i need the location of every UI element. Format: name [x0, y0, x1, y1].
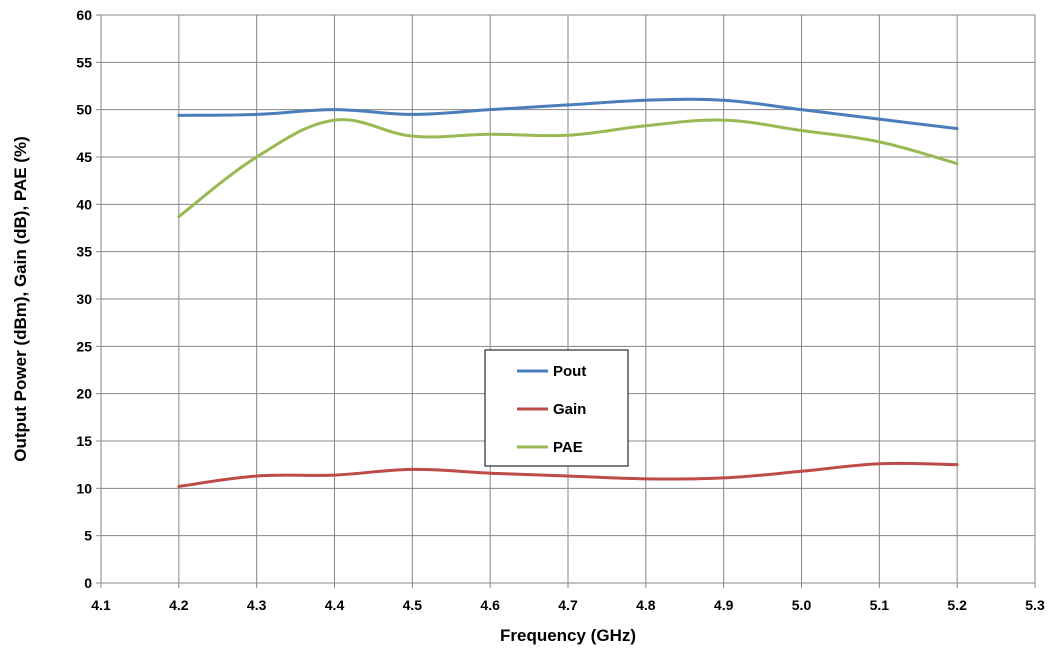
axes — [96, 14, 1036, 588]
y-axis-title: Output Power (dBm), Gain (dB), PAE (%) — [11, 136, 30, 462]
y-tick-label: 10 — [76, 480, 92, 496]
y-tick-label: 55 — [76, 54, 92, 70]
x-axis-title: Frequency (GHz) — [500, 626, 636, 645]
x-tick-label: 4.5 — [403, 597, 423, 613]
series-line-pout — [177, 97, 959, 131]
x-tick-label: 4.4 — [325, 597, 345, 613]
x-tick-label: 4.6 — [480, 597, 500, 613]
y-tick-label: 0 — [84, 575, 92, 591]
legend-label-pae: PAE — [553, 439, 583, 456]
series-layer — [177, 97, 959, 488]
x-tick-labels: 4.1 4.2 4.3 4.4 4.5 4.6 4.7 4.8 4.9 5.0 5.1 5.2 5.3 — [91, 597, 1045, 613]
x-tick-label: 5.1 — [870, 597, 890, 613]
y-tick-label: 15 — [76, 433, 92, 449]
y-tick-label: 30 — [76, 291, 92, 307]
y-tick-label: 35 — [76, 244, 92, 260]
x-tick-label: 4.1 — [91, 597, 111, 613]
x-tick-label: 5.0 — [792, 597, 812, 613]
legend-label-gain: Gain — [553, 401, 586, 418]
series-line-gain — [177, 461, 959, 488]
y-tick-label: 25 — [76, 338, 92, 354]
y-tick-label: 5 — [84, 528, 92, 544]
grid-lines — [100, 14, 1036, 584]
x-tick-label: 4.9 — [714, 597, 734, 613]
y-tick-label: 40 — [76, 196, 92, 212]
legend-label-pout: Pout — [553, 363, 586, 380]
x-tick-label: 4.7 — [558, 597, 578, 613]
x-tick-label: 5.3 — [1025, 597, 1045, 613]
x-tick-label: 5.2 — [947, 597, 967, 613]
legend-box — [484, 349, 629, 467]
y-tick-label: 20 — [76, 386, 92, 402]
y-tick-labels: 0 5 10 15 20 25 30 35 40 45 50 55 60 — [76, 7, 92, 591]
y-tick-label: 45 — [76, 149, 92, 165]
legend: Pout Gain PAE — [484, 349, 629, 467]
x-tick-label: 4.2 — [169, 597, 189, 613]
y-tick-label: 60 — [76, 7, 92, 23]
x-tick-label: 4.3 — [247, 597, 267, 613]
series-line-pae — [177, 118, 959, 219]
y-tick-label: 50 — [76, 102, 92, 118]
x-tick-label: 4.8 — [636, 597, 656, 613]
